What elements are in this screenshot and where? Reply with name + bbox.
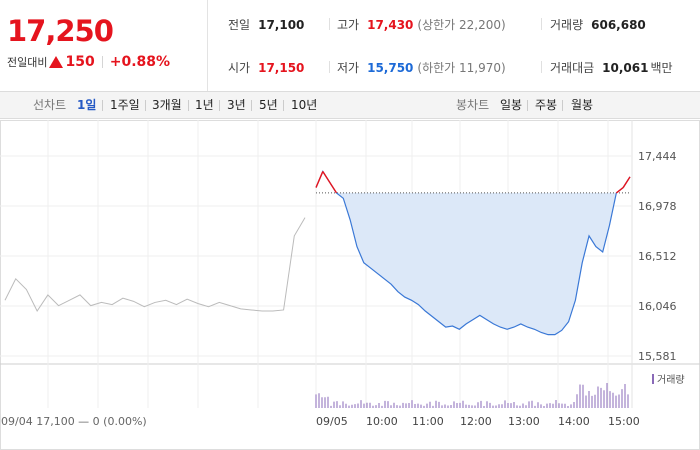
tab-10years[interactable]: 10년	[291, 98, 318, 112]
change-label: 전일대비	[7, 56, 48, 69]
tab-1week[interactable]: 1주일	[110, 98, 140, 112]
low-label: 저가	[337, 61, 360, 75]
open-value: 17,150	[258, 61, 305, 75]
y-tick-label: 16,512	[638, 250, 677, 263]
prev-day-label: 09/04 17,100 — 0 (0.00%)	[1, 415, 147, 428]
turnover: 거래대금 10,061 백만	[550, 59, 673, 76]
below-reference-fill	[316, 192, 630, 335]
line-chart-label: 선차트	[33, 98, 67, 112]
low: 저가 15,750 (하한가 11,970)	[337, 59, 506, 76]
above-reference-segment	[329, 181, 338, 194]
quote-header: 17,250 전일대비 150 +0.88% 전일 17,100 고가 17,430…	[0, 0, 700, 92]
high: 고가 17,430 (상한가 22,200)	[337, 16, 506, 33]
volume-label: 거래량	[550, 18, 584, 32]
change-value: 150	[65, 54, 95, 70]
volume-legend-label: 거래량	[657, 374, 685, 386]
tab-monthly-candle[interactable]: 월봉	[571, 98, 594, 112]
change-percent: +0.88%	[109, 54, 171, 70]
x-tick-label: 13:00	[508, 415, 540, 428]
price-box: 17,250 전일대비 150 +0.88%	[0, 0, 208, 91]
up-triangle-icon	[49, 56, 64, 68]
tab-1day[interactable]: 1일	[77, 98, 97, 112]
high-value: 17,430	[367, 18, 414, 32]
y-tick-label: 15,581	[638, 350, 677, 363]
turnover-label: 거래대금	[550, 61, 595, 75]
prev-close-label: 전일	[228, 18, 251, 32]
tab-weekly-candle[interactable]: 주봉	[535, 98, 558, 112]
tab-3months[interactable]: 3개월	[152, 98, 182, 112]
volume: 거래량 606,680	[550, 16, 646, 33]
upper-limit: (상한가 22,200)	[417, 18, 506, 32]
prev-close: 전일 17,100	[228, 16, 304, 33]
y-tick-label: 16,978	[638, 200, 677, 213]
x-tick-label: 15:00	[608, 415, 640, 428]
above-reference-segment	[315, 171, 324, 188]
x-tick-label: 09/05	[316, 415, 348, 428]
open: 시가 17,150	[228, 59, 304, 76]
x-tick-label: 14:00	[558, 415, 590, 428]
tab-5years[interactable]: 5년	[259, 98, 278, 112]
chart-period-tabs: 선차트 1일 1주일 3개월 1년 3년 5년 10년 봉차트 일봉 주봉 월봉	[0, 92, 700, 119]
current-price: 17,250	[7, 14, 114, 48]
above-reference-segment	[615, 187, 624, 194]
prev-day-line	[4, 217, 306, 313]
candle-chart-label: 봉차트	[456, 98, 490, 112]
high-label: 고가	[337, 18, 360, 32]
tab-1year[interactable]: 1년	[195, 98, 214, 112]
above-reference-segment	[622, 176, 631, 188]
x-tick-label: 10:00	[366, 415, 398, 428]
volume-legend-swatch	[652, 374, 654, 384]
low-value: 15,750	[367, 61, 414, 75]
intraday-chart: 17,444 16,978 16,512 16,046 15,581 거래량 09/05 10…	[0, 120, 700, 450]
open-label: 시가	[228, 61, 251, 75]
x-tick-label: 12:00	[460, 415, 492, 428]
tab-3years[interactable]: 3년	[227, 98, 246, 112]
turnover-value: 10,061	[602, 61, 649, 75]
divider	[101, 56, 103, 68]
y-tick-label: 16,046	[638, 300, 677, 313]
above-reference-segment	[322, 171, 331, 183]
lower-limit: (하한가 11,970)	[417, 61, 506, 75]
today-price-line	[315, 170, 631, 336]
turnover-unit: 백만	[650, 61, 673, 75]
y-tick-label: 17,444	[638, 150, 677, 163]
prev-close-value: 17,100	[258, 18, 305, 32]
x-tick-label: 11:00	[412, 415, 444, 428]
tab-daily-candle[interactable]: 일봉	[500, 98, 523, 112]
volume-value: 606,680	[591, 18, 646, 32]
quote-stats: 전일 17,100 고가 17,430 (상한가 22,200) 거래량 606,680…	[208, 0, 700, 91]
change-row: 전일대비 150 +0.88%	[7, 54, 170, 70]
